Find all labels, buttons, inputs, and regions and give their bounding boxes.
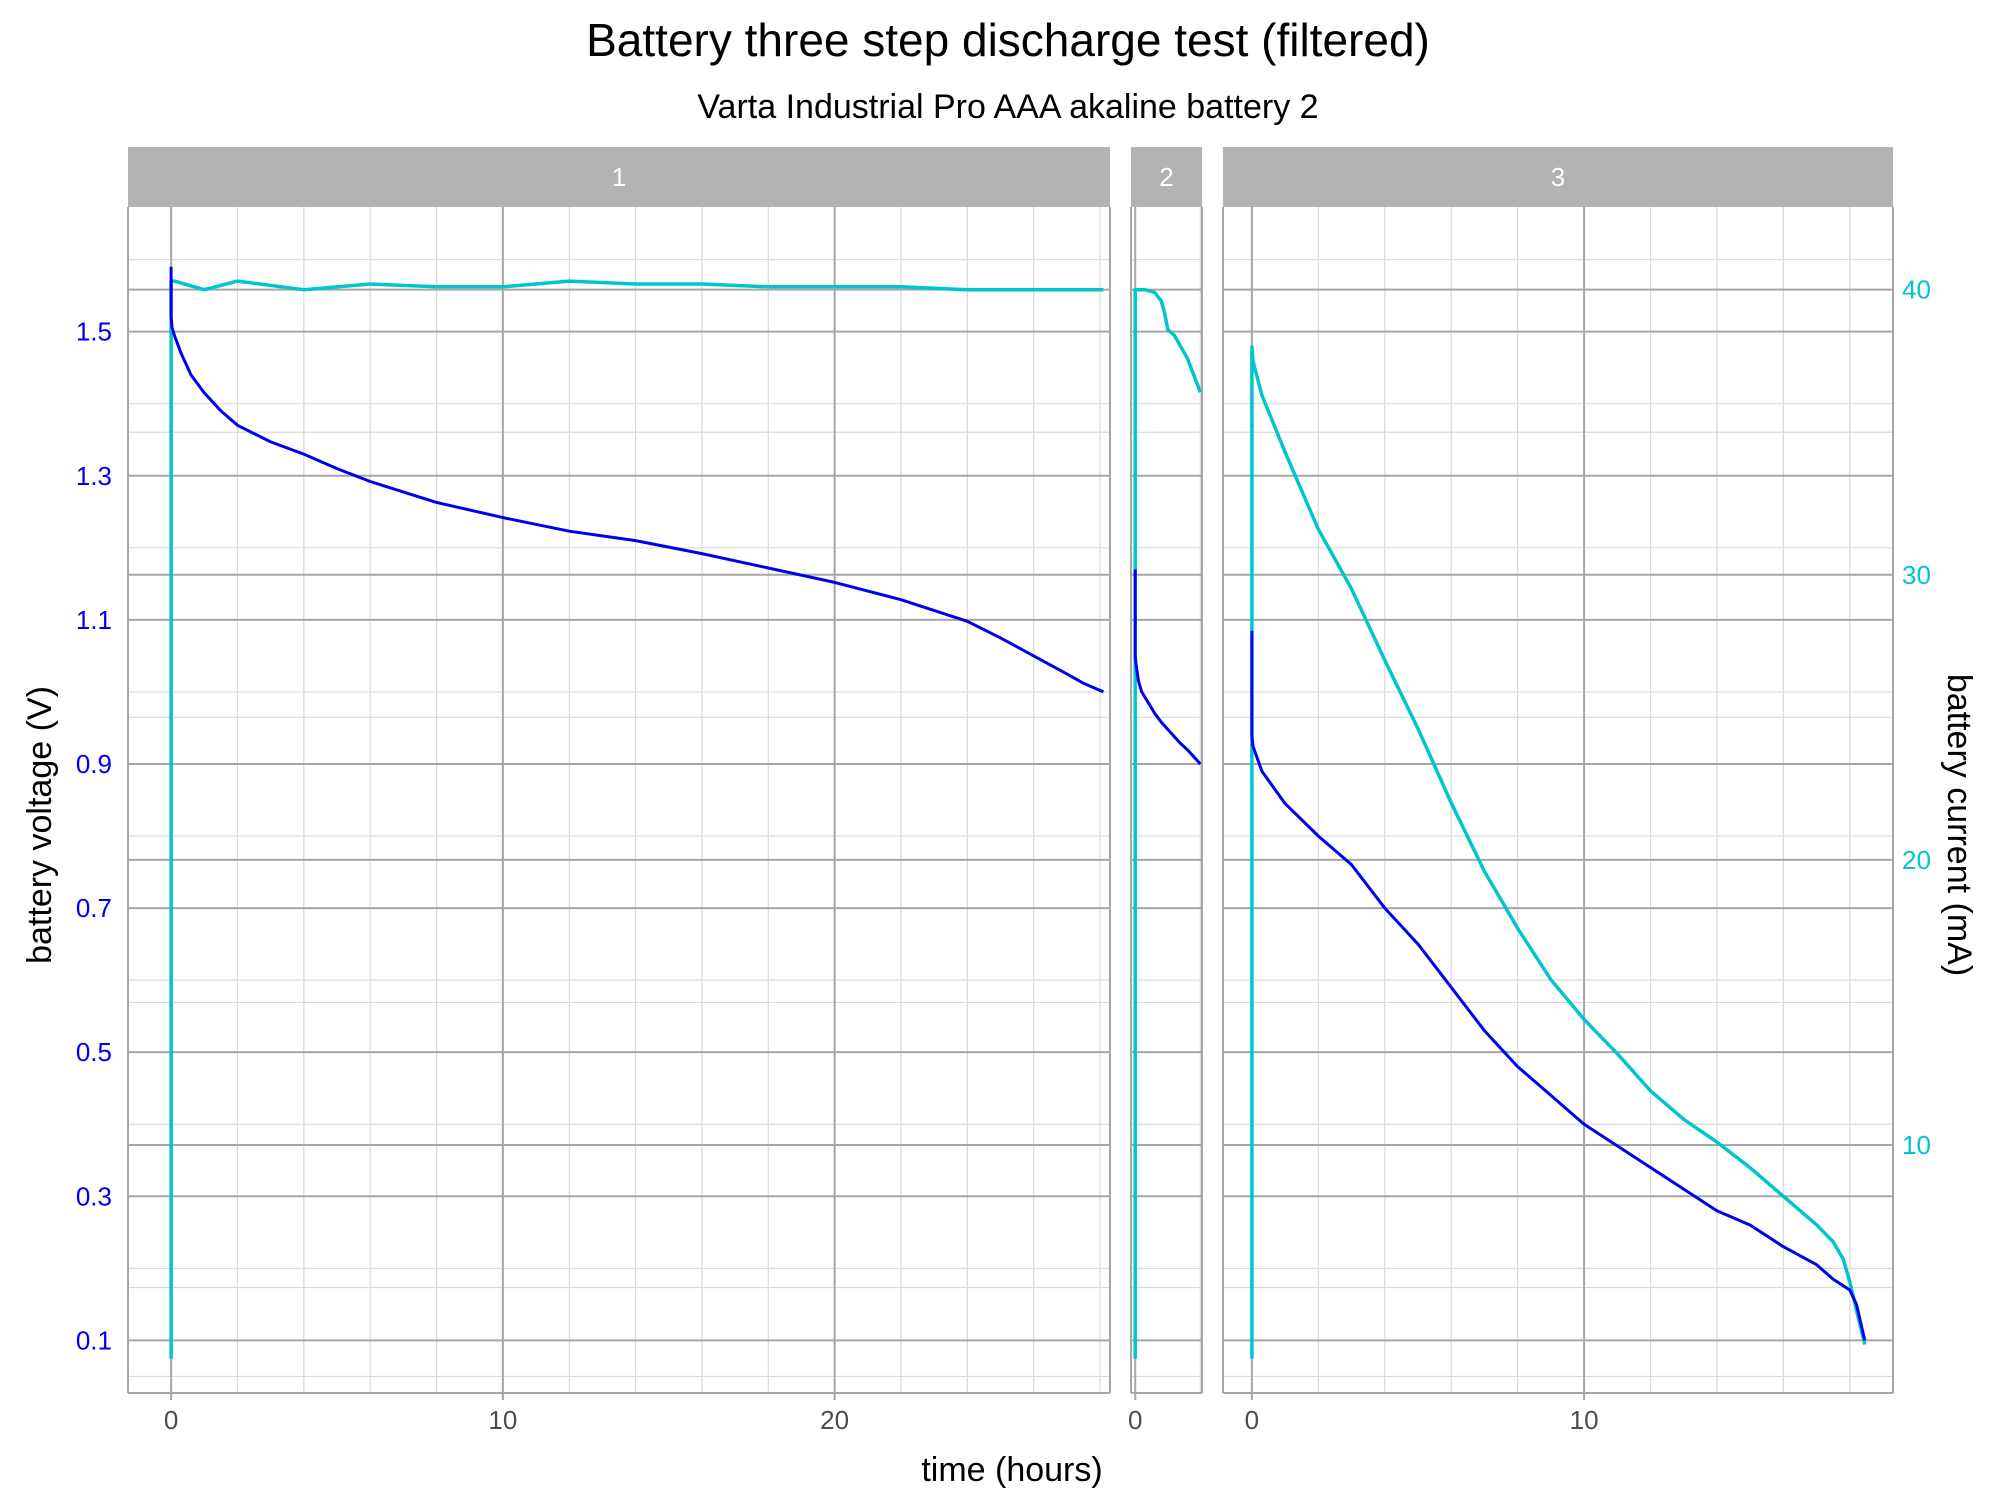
y-left-tick-label: 0.3 [76,1181,112,1211]
y-right-tick-label: 10 [1902,1130,1931,1160]
series-current-line [169,279,1104,1359]
chart-title: Battery three step discharge test (filte… [586,14,1430,66]
y-axis-left: 0.1 0.3 0.5 0.7 0.9 1.1 1.3 1.5 [76,317,112,1356]
x-tick-label: 0 [1245,1405,1259,1435]
y-left-tick-label: 1.1 [76,605,112,635]
chart-subtitle: Varta Industrial Pro AAA akaline battery… [697,88,1318,126]
y-axis-left-title: battery voltage (V) [21,686,59,964]
y-left-tick-label: 0.5 [76,1037,112,1067]
x-tick-label: 20 [820,1405,849,1435]
series-current-line [1250,344,1867,1359]
x-axis-title: time (hours) [921,1451,1102,1489]
x-tick-label: 0 [1128,1405,1142,1435]
x-tick-label: 10 [1570,1405,1599,1435]
y-left-tick-label: 0.1 [76,1325,112,1355]
series-voltage-line [1250,630,1867,1341]
y-left-tick-label: 0.9 [76,749,112,779]
series-voltage-line [1133,569,1202,766]
series-voltage-line [169,266,1104,694]
facet-strip [128,147,1110,207]
facet-panel-3: 3 0 10 [1222,147,1894,1435]
y-left-tick-label: 1.5 [76,317,112,347]
y-axis-right: 10 20 30 40 [1902,275,1931,1160]
x-tick-label: 10 [488,1405,517,1435]
y-left-tick-label: 0.7 [76,893,112,923]
x-tick-label: 0 [164,1405,178,1435]
facet-strip [1131,147,1202,207]
facet-strip-label: 1 [612,162,626,192]
facet-panel-1: 10 10 20 [127,147,1111,1435]
facet-strip-label: 3 [1551,162,1565,192]
series-current-line [1133,287,1202,1359]
y-right-tick-label: 20 [1902,845,1931,875]
facet-strip-label: 2 [1159,162,1173,192]
y-right-tick-label: 40 [1902,275,1931,305]
facet-strip [1223,147,1893,207]
y-right-tick-label: 30 [1902,560,1931,590]
y-axis-right-title: battery current (mA) [1940,674,1978,976]
y-left-tick-label: 1.3 [76,461,112,491]
facet-panel-2: 20 [1128,147,1203,1435]
